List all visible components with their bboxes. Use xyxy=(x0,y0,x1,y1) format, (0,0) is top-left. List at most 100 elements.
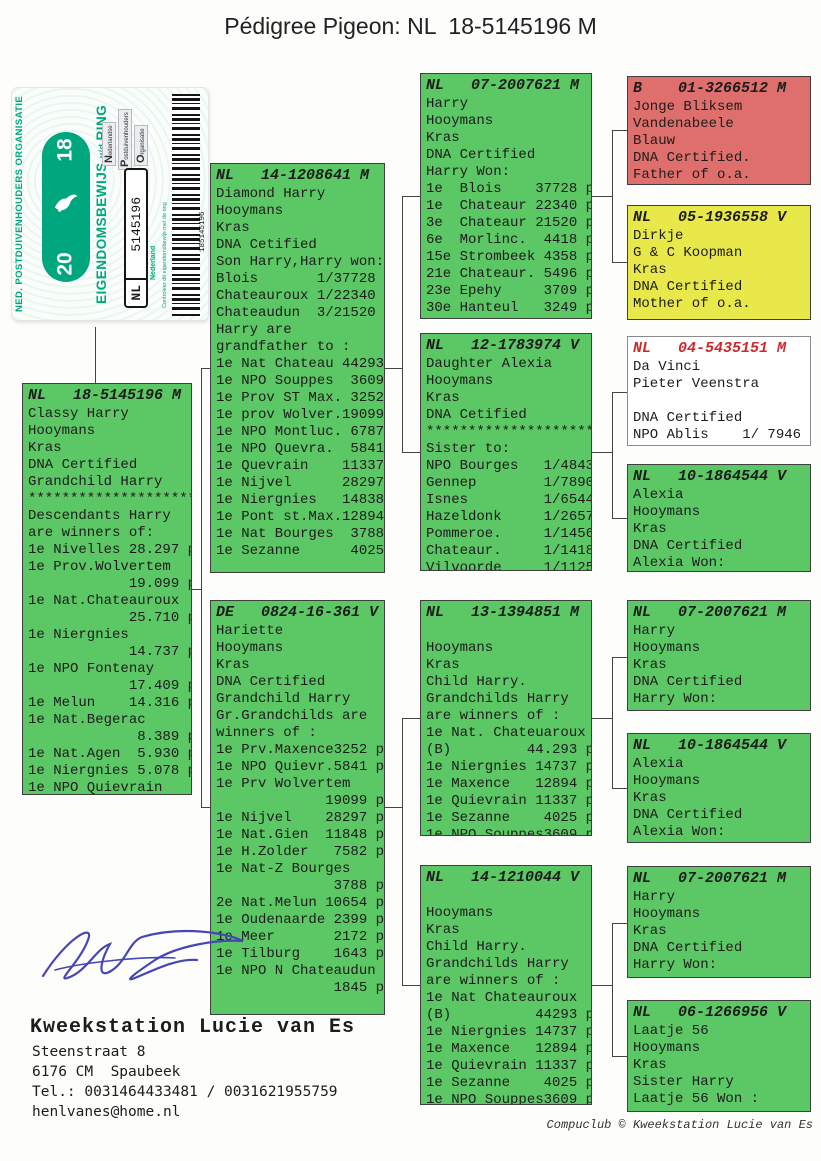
connector-line xyxy=(385,807,402,808)
pigeon-details: Daughter Alexia Hooymans Kras DNA Cetifi… xyxy=(426,356,592,571)
connector-line xyxy=(192,589,201,590)
ring-country: NL xyxy=(126,278,146,306)
connector-line xyxy=(612,923,613,1056)
connector-line xyxy=(201,368,202,807)
pedigree-box-sire-sire-dam: NL 05-1936558 V Dirkje G & C Koopman Kra… xyxy=(627,205,811,320)
address-city: 6176 CM Spaubeek xyxy=(32,1064,181,1080)
ring-header: NL 05-1936558 V xyxy=(633,209,787,226)
barcode-number: 185145196 xyxy=(199,211,207,252)
pedigree-box-sire-sire-sire: B 01-3266512 M Jonge Bliksem Vandenabeel… xyxy=(627,76,811,185)
pedigree-box-dam-sire-dam: NL 10-1864544 V Alexia Hooymans Kras DNA… xyxy=(627,733,811,843)
pigeon-details: Harry Hooymans Kras DNA Certified Harry … xyxy=(633,889,743,973)
ring-header: NL 10-1864544 V xyxy=(633,737,787,754)
connector-line xyxy=(612,262,627,263)
pedigree-box-dam: DE 0824-16-361 V Hariette Hooymans Kras … xyxy=(210,600,385,1015)
ring-header: DE 0824-16-361 V xyxy=(216,604,379,621)
pigeon-details: Hooymans Kras Child Harry. Grandchilds H… xyxy=(426,640,591,836)
sticker-organisation-text: NED. POSTDUIVENHOUDERS ORGANISATIE xyxy=(14,95,25,313)
tag-letter: P xyxy=(119,159,131,167)
ring-header: NL 14-1210044 V xyxy=(426,869,580,886)
tag-letter: O xyxy=(135,154,147,163)
ring-certificate-sticker: NED. POSTDUIVENHOUDERS ORGANISATIE 18 20… xyxy=(12,88,208,320)
page-title: Pédigree Pigeon: NL 18-5145196 M xyxy=(224,13,597,39)
connector-line xyxy=(592,985,612,986)
tag-letter: N xyxy=(103,155,115,163)
ring-country-text: NL xyxy=(128,285,144,301)
pigeon-details: Da Vinci Pieter Veenstra DNA Certified N… xyxy=(633,359,802,443)
address-street: Steenstraat 8 xyxy=(32,1044,146,1060)
pigeon-details: Diamond Harry Hooymans Kras DNA Cetified… xyxy=(216,186,385,559)
pedigree-box-sire-dam-sire: NL 04-5435151 M Da Vinci Pieter Veenstra… xyxy=(627,336,811,446)
pedigree-box-dam-dam: NL 14-1210044 V Hooymans Kras Child Harr… xyxy=(420,865,592,1105)
ring-number-text: 5145196 xyxy=(128,196,144,252)
ring-number-box: 5145196 NL xyxy=(124,168,148,308)
tag-rest: rganisatie xyxy=(140,128,146,155)
ring-header: NL 07-2007621 M xyxy=(633,870,787,887)
connector-line xyxy=(612,657,627,658)
sticker-nederland-label: Nederland xyxy=(150,245,157,280)
connector-line xyxy=(612,1056,627,1057)
pigeon-details: Dirkje G & C Koopman Kras DNA Certified … xyxy=(633,228,751,312)
connector-line xyxy=(612,788,627,789)
connector-line xyxy=(385,368,402,369)
connector-line xyxy=(612,923,627,924)
connector-line xyxy=(402,196,403,452)
pigeon-details: Harry Hooymans Kras DNA Certified Harry … xyxy=(633,623,743,707)
connector-line xyxy=(95,327,96,383)
connector-line xyxy=(402,452,420,453)
tag-rest: ederlandse xyxy=(108,125,114,156)
tag-rest: ostduivenhouders xyxy=(124,112,130,160)
connector-line xyxy=(201,807,210,808)
barcode xyxy=(172,94,200,316)
ring-header: NL 13-1394851 M xyxy=(426,604,580,621)
pigeon-details: Laatje 56 Hooymans Kras Sister Harry Laa… xyxy=(633,1023,760,1107)
connector-line xyxy=(402,718,420,719)
ring-header: NL 07-2007621 M xyxy=(426,77,580,94)
npo-pigeon-logo-icon xyxy=(51,190,81,225)
connector-line xyxy=(201,368,210,369)
connector-line xyxy=(592,196,612,197)
pigeon-details: Hariette Hooymans Kras DNA Certified Gra… xyxy=(216,623,385,996)
address-email: henlvanes@home.nl xyxy=(32,1104,181,1120)
connector-line xyxy=(612,392,627,393)
ring-header: NL 12-1783974 V xyxy=(426,337,580,354)
sticker-year-emblem: 18 20 xyxy=(42,132,90,282)
connector-line xyxy=(402,196,420,197)
pigeon-details: Harry Hooymans Kras DNA Certified Harry … xyxy=(426,96,591,316)
loft-address: Steenstraat 8 6176 CM Spaubeek Tel.: 003… xyxy=(32,1042,338,1122)
loft-name: Kweekstation Lucie van Es xyxy=(30,1016,356,1039)
connector-line xyxy=(612,657,613,788)
address-phone: Tel.: 0031464433481 / 0031621955759 xyxy=(32,1084,338,1100)
connector-line xyxy=(612,130,613,262)
npo-tag-n: Nederlandse xyxy=(102,122,116,166)
doc-title-main: EIGENDOMSBEWIJS xyxy=(94,157,109,304)
ring-header: NL 18-5145196 M xyxy=(28,387,182,404)
pedigree-box-dam-sire-sire: NL 07-2007621 M Harry Hooymans Kras DNA … xyxy=(627,600,811,711)
ring-header: NL 04-5435151 M xyxy=(633,340,787,357)
pigeon-details: Hooymans Kras Child Harry. Grandchilds H… xyxy=(426,905,591,1105)
pedigree-box-dam-dam-dam: NL 06-1266956 V Laatje 56 Hooymans Kras … xyxy=(627,1000,811,1112)
year-digits-20: 20 xyxy=(53,252,77,276)
ring-header: NL 06-1266956 V xyxy=(633,1004,787,1021)
pedigree-box-dam-dam-sire: NL 07-2007621 M Harry Hooymans Kras DNA … xyxy=(627,866,811,978)
connector-line xyxy=(402,985,420,986)
pigeon-details: Jonge Bliksem Vandenabeele Blauw DNA Cer… xyxy=(633,99,751,183)
pedigree-box-sire-dam: NL 12-1783974 V Daughter Alexia Hooymans… xyxy=(420,333,592,571)
pedigree-box-subject: NL 18-5145196 M Classy Harry Hooymans Kr… xyxy=(22,383,192,795)
npo-tag-o: Organisatie xyxy=(134,125,148,166)
ring-header: NL 14-1208641 M xyxy=(216,167,370,184)
pedigree-box-dam-sire: NL 13-1394851 M Hooymans Kras Child Harr… xyxy=(420,600,592,836)
ring-header: NL 10-1864544 V xyxy=(633,468,787,485)
sticker-control-note: Controleer dit eigendomsbewijs met de ri… xyxy=(162,202,168,308)
connector-line xyxy=(612,518,627,519)
year-digits-18: 18 xyxy=(53,138,77,162)
pigeon-details: Classy Harry Hooymans Kras DNA Certified… xyxy=(28,406,192,795)
connector-line xyxy=(592,452,612,453)
pedigree-box-sire-sire: NL 07-2007621 M Harry Hooymans Kras DNA … xyxy=(420,73,592,319)
signature xyxy=(25,918,275,1003)
ring-header: NL 07-2007621 M xyxy=(633,604,787,621)
connector-line xyxy=(612,392,613,518)
pedigree-box-sire-dam-dam: NL 10-1864544 V Alexia Hooymans Kras DNA… xyxy=(627,464,811,572)
ring-header: B 01-3266512 M xyxy=(633,80,787,97)
pigeon-details: Alexia Hooymans Kras DNA Certified Alexi… xyxy=(633,756,743,840)
